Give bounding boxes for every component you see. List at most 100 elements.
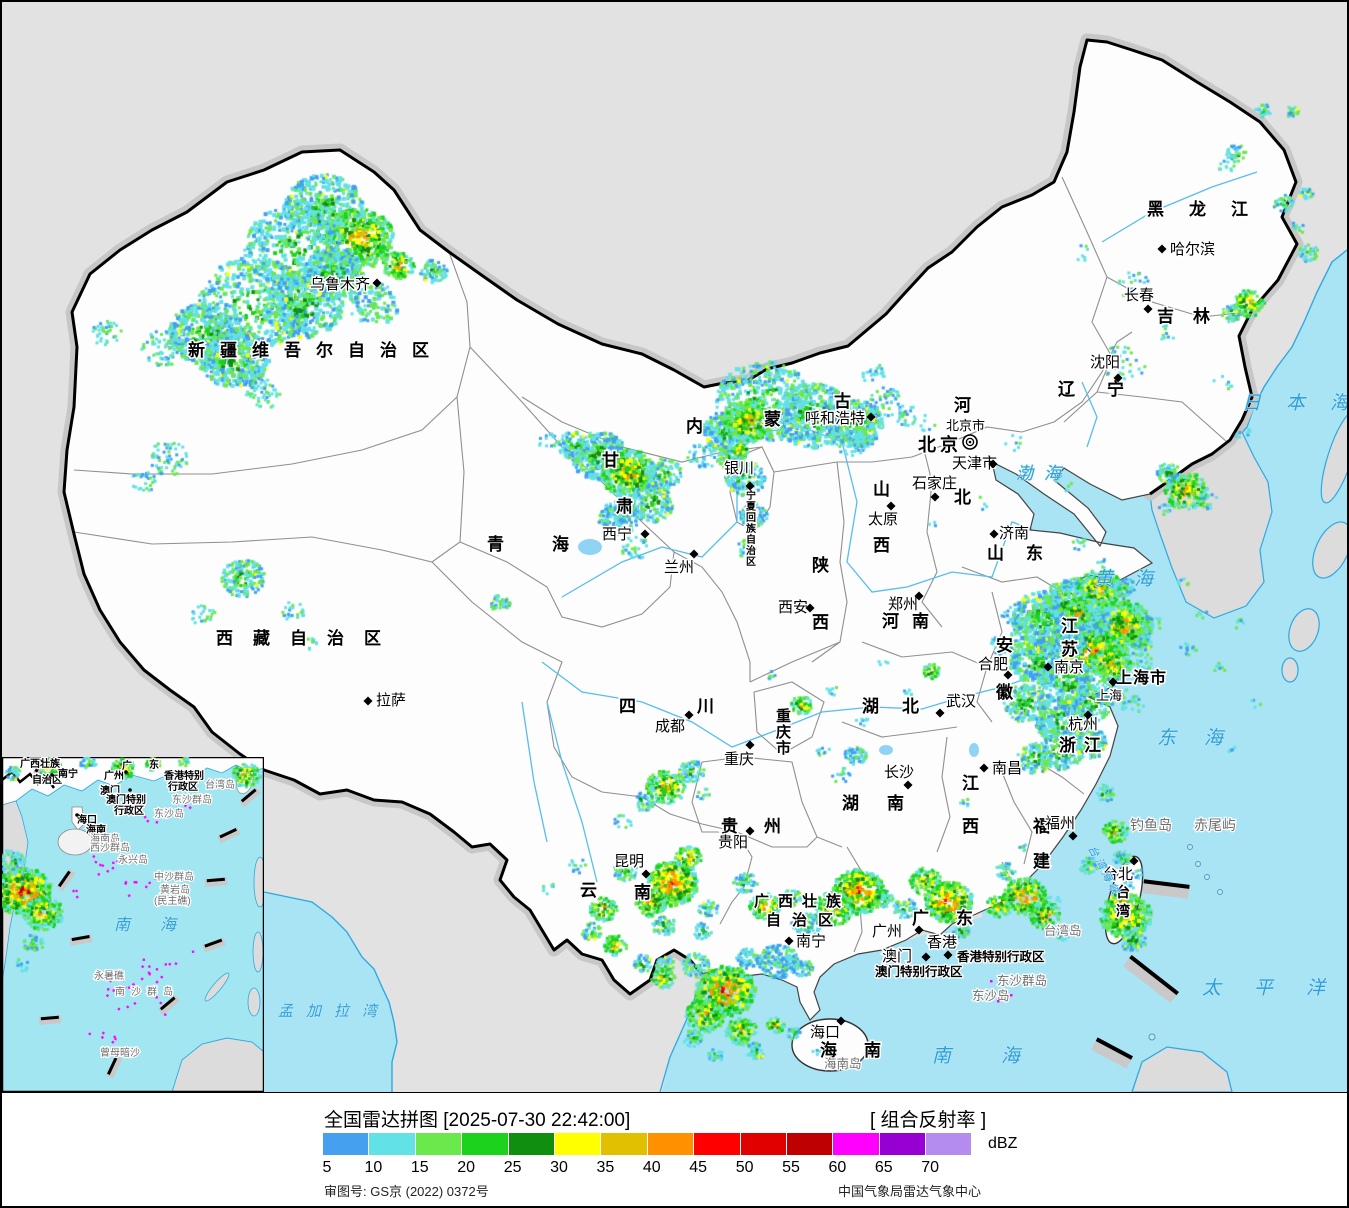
scale-value: 20	[457, 1159, 476, 1176]
label: 夏	[745, 501, 757, 513]
label: 上海	[1096, 688, 1122, 703]
label: 成都	[655, 718, 685, 735]
label: 浙江	[1059, 735, 1109, 755]
scale-swatch-35	[601, 1133, 648, 1155]
label: 蒙	[764, 409, 781, 429]
inset-label: 自治区	[32, 773, 62, 786]
scale-swatch-25	[508, 1133, 555, 1155]
label: 陕	[812, 555, 829, 575]
label: 四川	[619, 697, 775, 716]
label: 古	[834, 391, 851, 411]
inset-label: 行政区	[167, 780, 198, 793]
label: 甘	[602, 450, 619, 470]
label: 香港特别行政区	[956, 949, 1045, 964]
label: 长春	[1124, 287, 1154, 304]
label: 东沙群岛	[997, 973, 1047, 988]
label: 澳门特别行政区	[875, 964, 963, 979]
city-marker	[805, 603, 815, 613]
legend-bar: 全国雷达拼图 [2025-07-30 22:42:00] [ 组合反射率 ] 5…	[2, 1093, 1347, 1206]
label: 合肥	[978, 656, 1008, 673]
south-china-sea-inset: 广西壮族 自治区 南宁 广州广东香港特别 行政区 澳门 澳门特别 行政区 台湾岛 东沙群岛 东沙岛海…	[2, 757, 264, 1092]
label: 呼和浩特	[805, 410, 865, 427]
agency-name: 中国气象局雷达气象中心	[838, 1184, 982, 1199]
city-marker	[836, 1016, 846, 1026]
inset-label: 东沙群岛	[172, 793, 212, 806]
label: 山东	[987, 543, 1065, 563]
label: 广东	[912, 908, 1000, 928]
label: 西	[962, 817, 979, 836]
city-marker	[1108, 677, 1118, 687]
label: 南昌	[992, 760, 1022, 777]
inset-label: 广州	[104, 769, 124, 782]
label: 河南	[882, 611, 942, 631]
label: 拉萨	[376, 692, 406, 709]
label: 太平洋	[1202, 977, 1347, 999]
inset-label: 海口	[77, 813, 97, 826]
inset-label: 东沙岛	[154, 807, 184, 820]
inset-label: 行政区	[113, 804, 144, 817]
inset-label: 黄岩岛	[160, 883, 190, 896]
city-marker	[1143, 304, 1153, 314]
scale-swatch-60	[833, 1133, 880, 1155]
inset-label: 澳门	[100, 784, 120, 797]
label: 河	[954, 396, 971, 415]
capital-marker	[962, 434, 978, 450]
city-marker	[363, 696, 373, 706]
label: 广州	[872, 923, 902, 940]
scale-swatch-5	[323, 1133, 370, 1155]
city-marker	[914, 925, 924, 935]
city-marker	[903, 780, 913, 790]
label: 南	[634, 882, 651, 902]
product-name: [ 组合反射率 ]	[870, 1110, 987, 1131]
label: 孟加拉湾	[278, 1003, 390, 1020]
city-marker	[689, 549, 699, 559]
city-marker	[1043, 662, 1053, 672]
inset-label: 曾母暗沙	[100, 1046, 140, 1059]
label: 东沙岛	[972, 988, 1010, 1003]
label: 自治区	[766, 911, 844, 929]
label: 南京	[1054, 659, 1084, 676]
label: 北京	[918, 434, 962, 455]
label: 北京市	[946, 418, 985, 433]
scale-swatch-65	[879, 1133, 927, 1155]
scale-value: 30	[550, 1159, 568, 1176]
label: 肃	[616, 497, 633, 516]
china-radar-map: 黑龙江 吉林 辽宁内蒙古新疆维吾尔自治区 西藏自治区 青海甘肃宁夏回族自治区陕西山西河北…	[2, 2, 1347, 1093]
label: 回	[746, 512, 756, 524]
scale-swatch-45	[694, 1133, 741, 1155]
label: 辽宁	[1058, 379, 1156, 399]
city-marker	[866, 412, 876, 422]
label: 乌鲁木齐	[310, 276, 370, 293]
scale-value: 40	[642, 1159, 661, 1176]
label: 黑龙江	[1147, 199, 1273, 219]
scale-value: 15	[410, 1159, 429, 1176]
city-marker	[979, 763, 989, 773]
label: 江	[962, 774, 979, 793]
city-marker	[641, 869, 651, 879]
scale-value: 60	[828, 1159, 847, 1176]
label: 安	[996, 635, 1013, 655]
inset-label: 广	[122, 759, 132, 772]
label: 石家庄	[912, 474, 957, 492]
label: 海南	[820, 1040, 908, 1060]
scale-swatch-10	[369, 1133, 416, 1155]
label: 重	[776, 707, 791, 725]
label: 内	[686, 416, 703, 436]
city-marker	[745, 481, 755, 491]
label: 太原	[868, 511, 898, 528]
label: 海南岛	[824, 1056, 862, 1071]
label: 族	[746, 522, 757, 535]
label: 黄海	[1094, 569, 1174, 590]
label: 重庆	[724, 751, 754, 768]
label: 江	[1061, 617, 1078, 636]
map-title: 全国雷达拼图 [2025-07-30 22:42:00]	[324, 1110, 631, 1131]
city-marker	[1083, 710, 1093, 720]
label: 西宁	[602, 526, 632, 543]
label: 区	[746, 556, 756, 568]
inset-label: 广西壮族	[20, 757, 61, 770]
label: 西	[812, 613, 829, 632]
label: 南海	[932, 1046, 1070, 1067]
scale-value: 35	[596, 1159, 615, 1176]
inset-label: 永暑礁	[94, 969, 124, 982]
